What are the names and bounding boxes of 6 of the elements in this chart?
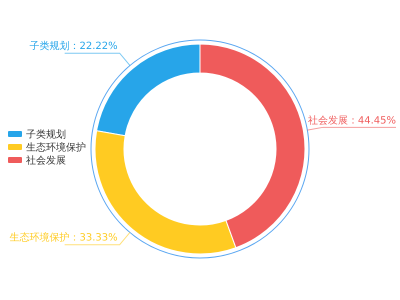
legend-label: 生态环境保护 <box>26 142 86 154</box>
data-label: 子类规划：22.22% <box>30 40 118 52</box>
data-label: 社会发展：44.45% <box>308 114 396 126</box>
legend-label: 社会发展 <box>26 154 66 166</box>
data-label: 生态环境保护：33.33% <box>9 232 118 244</box>
legend-label: 子类规划 <box>26 128 66 140</box>
